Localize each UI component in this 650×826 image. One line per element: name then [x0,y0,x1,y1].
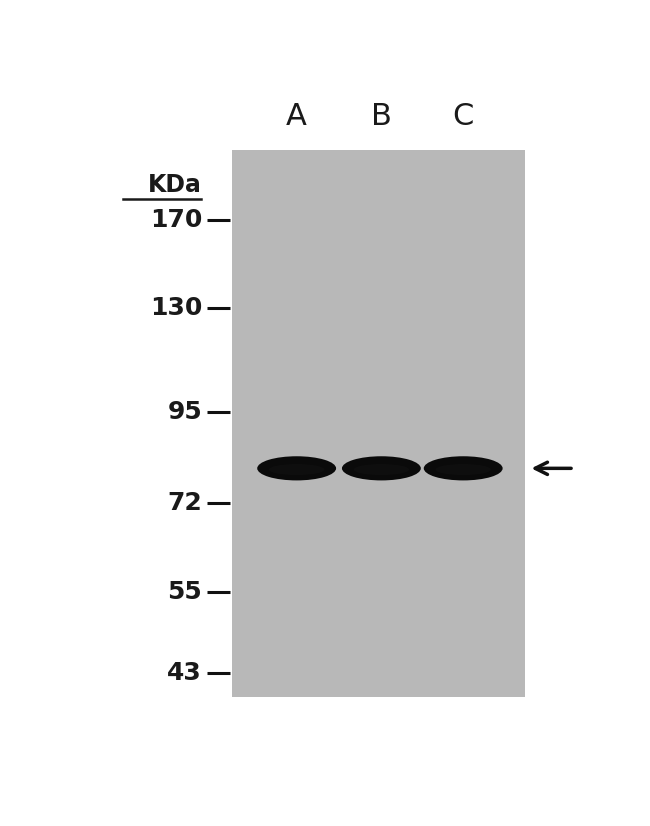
Text: KDa: KDa [148,173,202,197]
Text: 72: 72 [168,491,202,515]
Text: 43: 43 [168,661,202,685]
Ellipse shape [436,464,491,475]
Ellipse shape [257,456,336,481]
Ellipse shape [269,464,324,475]
Ellipse shape [424,456,502,481]
Ellipse shape [342,456,421,481]
Text: B: B [371,102,392,131]
Text: 55: 55 [168,580,202,604]
Text: 95: 95 [168,400,202,424]
Text: 170: 170 [150,207,202,232]
Bar [233,150,525,697]
Text: C: C [452,102,474,131]
Text: A: A [286,102,307,131]
Text: 130: 130 [150,297,202,320]
Ellipse shape [354,464,409,475]
